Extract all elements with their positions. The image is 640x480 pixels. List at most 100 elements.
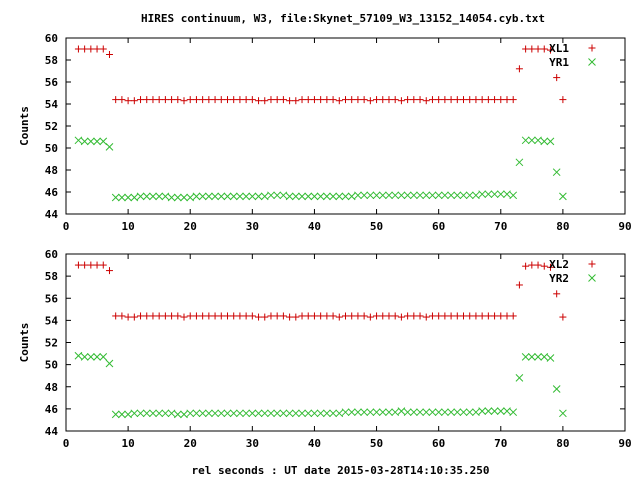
- data-point: [540, 262, 548, 270]
- data-point: [515, 65, 523, 73]
- x-tick-label: 20: [184, 220, 197, 233]
- data-point: [236, 192, 244, 201]
- data-point: [404, 312, 412, 320]
- data-point: [285, 409, 294, 418]
- data-point: [540, 137, 549, 146]
- data-point: [298, 96, 306, 104]
- data-point: [341, 192, 350, 201]
- data-point: [497, 96, 505, 104]
- data-point: [428, 408, 437, 417]
- data-point: [199, 96, 207, 104]
- data-point: [509, 408, 518, 417]
- data-point: [509, 312, 517, 320]
- data-point: [329, 96, 337, 104]
- data-point: [491, 96, 499, 104]
- data-point: [490, 190, 499, 199]
- data-point: [292, 97, 300, 105]
- data-point: [223, 96, 231, 104]
- data-point: [211, 192, 219, 201]
- data-point: [111, 410, 120, 419]
- plot-panel-1: 0 10 20 30 40 50 60 70 80 90 44 46 48 50 52 54 56 58 60 Cou…: [18, 32, 632, 233]
- data-point: [273, 409, 282, 418]
- data-point: [291, 192, 300, 201]
- data-point: [118, 96, 126, 104]
- data-point: [81, 45, 89, 53]
- data-point: [137, 312, 145, 320]
- data-point: [217, 312, 225, 320]
- data-point: [112, 312, 120, 320]
- data-point: [447, 191, 455, 200]
- data-point: [428, 96, 436, 104]
- data-point: [143, 96, 151, 104]
- legend-marker: [588, 274, 596, 282]
- data-point: [403, 191, 412, 200]
- data-point: [428, 312, 436, 320]
- data-point: [223, 192, 232, 201]
- data-point: [93, 261, 101, 269]
- data-point: [87, 45, 95, 53]
- data-point: [404, 96, 412, 104]
- x-tick-label: 0: [63, 220, 70, 233]
- data-point: [435, 312, 443, 320]
- data-point: [342, 312, 349, 320]
- series-XL1: [74, 45, 567, 105]
- data-point: [391, 191, 400, 200]
- data-point: [261, 313, 269, 321]
- data-point: [130, 409, 139, 418]
- data-point: [552, 385, 561, 393]
- data-point: [161, 409, 170, 418]
- data-point: [80, 353, 89, 361]
- data-point: [553, 74, 561, 82]
- data-point: [310, 409, 319, 418]
- data-point: [478, 96, 486, 104]
- data-point: [229, 192, 238, 201]
- x-tick-label: 20: [184, 437, 197, 450]
- data-point: [167, 193, 176, 202]
- data-point: [118, 193, 126, 202]
- data-point: [180, 410, 188, 419]
- data-point: [509, 96, 517, 104]
- data-point: [155, 96, 163, 104]
- data-point: [118, 312, 126, 320]
- data-point: [279, 191, 288, 200]
- x-tick-label: 80: [556, 437, 569, 450]
- data-point: [124, 193, 132, 202]
- x-tick-label: 90: [618, 220, 631, 233]
- data-point: [205, 409, 213, 418]
- data-point: [323, 192, 331, 201]
- data-point: [310, 96, 318, 104]
- data-point: [86, 137, 95, 146]
- data-point: [74, 136, 83, 145]
- data-point: [323, 96, 331, 104]
- data-point: [472, 312, 480, 320]
- data-point: [360, 408, 368, 417]
- legend-label: XL2: [549, 258, 569, 271]
- data-point: [553, 290, 561, 298]
- data-point: [242, 192, 250, 201]
- data-point: [198, 192, 207, 201]
- data-point: [142, 192, 151, 201]
- data-point: [559, 96, 567, 104]
- data-point: [460, 96, 468, 104]
- data-point: [342, 96, 349, 104]
- data-point: [410, 96, 418, 104]
- data-point: [93, 137, 101, 146]
- data-point: [410, 312, 418, 320]
- data-point: [254, 192, 263, 201]
- y-axis-label: Counts: [18, 106, 31, 146]
- data-point: [112, 96, 120, 104]
- data-point: [503, 407, 511, 415]
- data-point: [559, 313, 567, 321]
- data-point: [316, 192, 325, 201]
- data-point: [323, 312, 331, 320]
- legend-label: YR2: [549, 272, 569, 285]
- data-point: [80, 137, 89, 146]
- data-point: [354, 191, 362, 200]
- data-point: [180, 97, 188, 105]
- legend-marker: [588, 44, 596, 52]
- data-point: [373, 312, 381, 320]
- data-point: [422, 313, 430, 321]
- data-point: [236, 96, 244, 104]
- data-point: [255, 313, 263, 321]
